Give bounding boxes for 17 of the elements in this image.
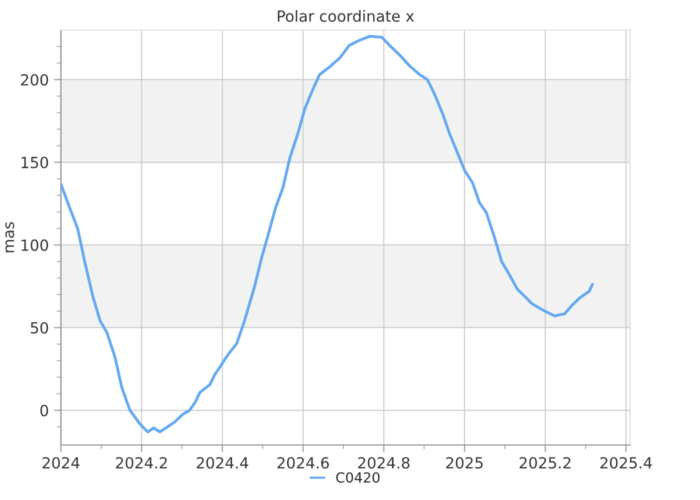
- legend-label: C0420: [336, 472, 380, 483]
- x-tick-label: 2024: [42, 457, 80, 469]
- chart-title: Polar coordinate x: [278, 10, 414, 22]
- y-tick-label: 0: [40, 404, 48, 416]
- y-tick-label: 50: [30, 322, 48, 334]
- x-tick-label: 2025: [446, 457, 483, 469]
- x-tick-label: 2025.4: [600, 457, 652, 469]
- y-tick-label: 100: [22, 239, 48, 251]
- x-tick-label: 2024.2: [116, 457, 167, 469]
- x-tick-label: 2024.6: [277, 457, 329, 469]
- line-series: [60, 34, 594, 434]
- y-tick-label: 150: [22, 156, 48, 168]
- x-tick-label: 2024.4: [196, 457, 248, 469]
- x-tick-label: 2025.2: [520, 457, 570, 469]
- x-tick-label: 2024.8: [358, 457, 410, 469]
- y-axis-title: mas: [5, 222, 14, 252]
- y-tick-label: 200: [21, 74, 48, 86]
